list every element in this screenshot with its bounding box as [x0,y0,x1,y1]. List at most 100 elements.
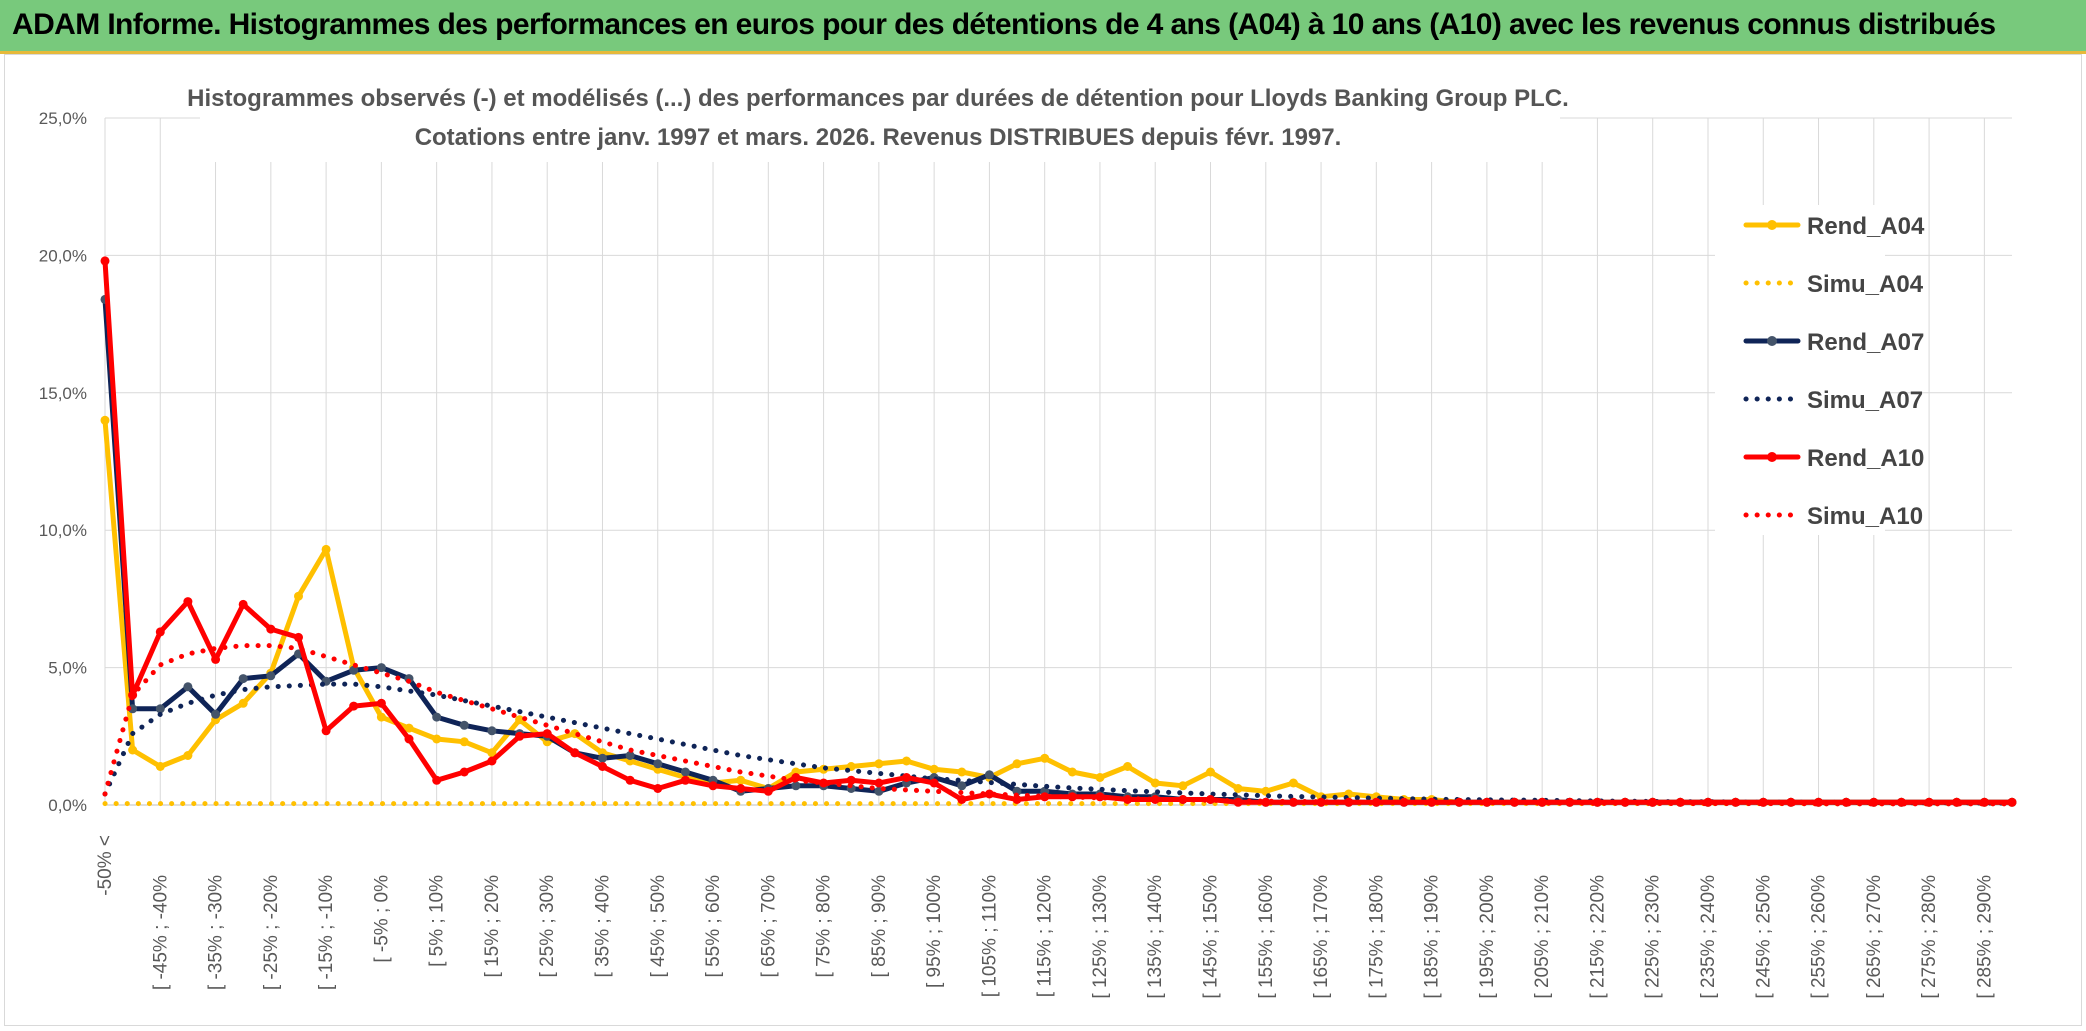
data-point-rend-a04 [155,762,165,771]
data-point-rend-a07 [183,682,193,692]
data-point-rend-a10 [902,773,911,782]
data-point-rend-a10 [432,775,442,785]
legend-swatch [1743,336,1801,346]
legend-item-rend-a04: Rend_A04 [1715,205,1924,245]
legend-item-rend-a07: Rend_A07 [1715,321,1924,361]
data-point-rend-a04 [432,734,442,744]
y-tick-label: 10,0% [39,521,87,540]
data-point-rend-a10 [183,597,193,607]
data-point-rend-a04 [874,759,884,769]
data-point-rend-a04 [1178,781,1188,791]
data-point-rend-a07 [957,781,967,791]
legend-item-simu-a10: Simu_A10 [1715,495,1923,535]
chart-frame [4,54,2082,1026]
data-point-rend-a10 [819,778,829,788]
x-tick-label: [ 85% ; 90% [869,875,890,978]
y-tick-label: 25,0% [39,109,87,128]
data-point-rend-a07 [211,709,221,719]
data-point-rend-a07 [487,726,497,736]
data-point-rend-a10 [763,786,773,796]
x-tick-label: [ 45% ; 50% [648,875,669,978]
y-tick-label: 20,0% [39,246,87,265]
data-point-rend-a10 [984,789,994,799]
data-point-rend-a10 [376,698,386,708]
x-tick-label: [ -25% ; -20% [261,875,282,990]
x-tick-label: [ -15% ; -10% [316,875,337,990]
data-point-rend-a10 [321,726,331,736]
y-tick-label: 5,0% [48,659,87,678]
data-point-rend-a10 [1316,797,1326,807]
data-point-rend-a07 [266,671,276,681]
data-point-rend-a07 [791,781,801,791]
data-point-rend-a04 [487,748,497,758]
x-tick-label: [ 95% ; 100% [924,875,945,988]
data-point-rend-a07 [598,753,607,763]
x-tick-label: [ 145% ; 150% [1201,875,1222,999]
data-point-rend-a10 [929,778,939,788]
legend-label: Rend_A10 [1807,445,1925,472]
data-point-rend-a07 [349,665,359,675]
data-point-rend-a04 [957,767,967,777]
x-tick-label: [ 65% ; 70% [758,875,779,978]
data-point-rend-a04 [294,591,303,601]
x-tick-label: [ 235% ; 240% [1698,875,1719,999]
data-point-rend-a04 [1233,784,1243,793]
data-point-rend-a04 [376,712,386,722]
chart-legend: Rend_A04 Simu_A04 Rend_A07 Simu_A07 Rend_A10… [1715,205,1924,535]
legend-label: Rend_A07 [1807,329,1925,356]
data-point-rend-a04 [128,745,138,755]
data-point-rend-a04 [1067,767,1077,777]
chart-subtitle: Cotations entre janv. 1997 et mars. 2026… [415,124,1342,151]
x-tick-label: [ 125% ; 130% [1090,875,1111,999]
x-tick-label: [ 265% ; 270% [1864,875,1885,999]
data-point-rend-a04 [183,751,193,760]
x-tick-label: [ 255% ; 260% [1809,875,1830,999]
legend-swatch [1743,512,1801,518]
data-point-rend-a10 [680,775,690,785]
legend-swatch [1743,220,1801,230]
chart-grid [104,117,2012,806]
data-point-rend-a10 [1537,797,1547,807]
report-banner: ADAM Informe. Histogrammes des performan… [0,0,2086,54]
data-point-rend-a10 [1371,797,1381,807]
data-point-rend-a04 [1123,762,1133,771]
data-point-rend-a10 [736,784,746,793]
data-point-rend-a04 [404,723,414,733]
y-tick-label: 0,0% [48,796,87,815]
data-point-rend-a10 [294,632,303,642]
data-point-rend-a10 [846,775,856,785]
data-point-rend-a07 [432,712,442,722]
data-point-rend-a10 [349,701,359,711]
data-point-rend-a04 [238,698,248,708]
x-tick-label: [ 165% ; 170% [1311,875,1332,999]
x-tick-label: [ 175% ; 180% [1366,875,1387,999]
data-point-rend-a04 [902,756,911,766]
legend-label: Simu_A07 [1807,387,1924,414]
legend-item-rend-a10: Rend_A10 [1715,437,1924,477]
data-point-rend-a04 [1095,773,1105,782]
report-title: ADAM Informe. Histogrammes des performan… [12,8,1996,41]
legend-swatch [1743,280,1801,286]
data-point-rend-a10 [625,775,635,785]
data-point-rend-a04 [1206,767,1215,777]
data-point-rend-a10 [1150,795,1160,804]
data-point-rend-a07 [238,674,248,684]
x-tick-label: [ 205% ; 210% [1532,875,1553,999]
data-point-rend-a04 [515,715,525,725]
plot-area [100,256,2017,807]
x-tick-label: [ 275% ; 280% [1919,875,1940,999]
x-tick-label: [ 15% ; 20% [482,875,503,978]
legend-item-simu-a07: Simu_A07 [1715,379,1923,419]
data-point-rend-a10 [515,731,525,741]
data-point-rend-a10 [266,624,276,634]
data-point-rend-a07 [653,759,663,769]
data-point-rend-a10 [570,748,580,758]
data-point-rend-a04 [1040,753,1050,763]
legend-item-simu-a04: Simu_A04 [1715,263,1923,303]
x-tick-label: [ 55% ; 60% [703,875,724,978]
y-axis-ticks: 0,0% 5,0% 10,0% 15,0% 20,0% 25,0% [39,109,87,815]
x-tick-label: [ 195% ; 200% [1477,875,1498,999]
data-point-rend-a10 [1095,792,1105,802]
data-point-rend-a10 [598,762,607,771]
